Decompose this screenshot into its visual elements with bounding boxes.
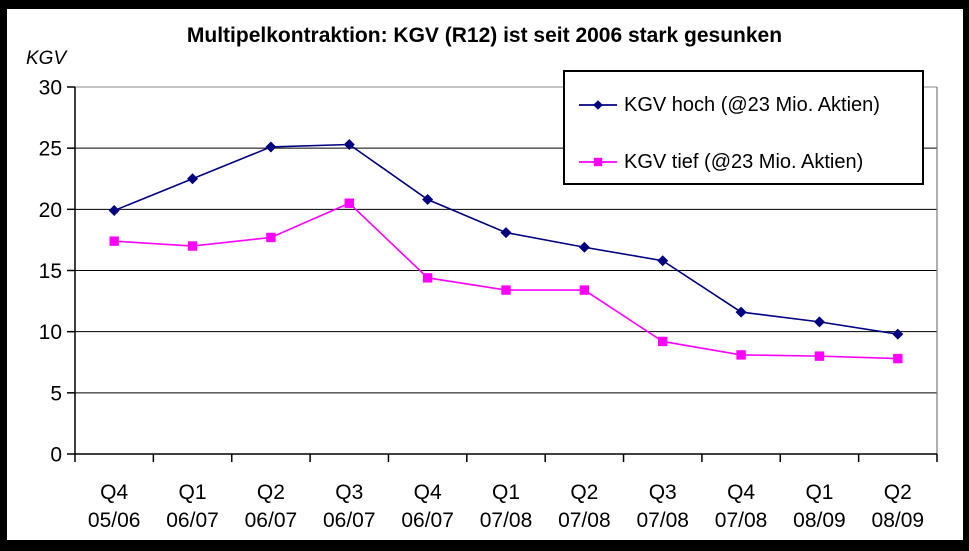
line-diamond-marker-icon [579, 100, 617, 110]
data-point-diamond [657, 255, 669, 267]
x-tick-label-quarter: Q3 [335, 481, 363, 504]
line-square-marker-icon [579, 157, 617, 167]
legend-entry-kgv-hoch: KGV hoch (@23 Mio. Aktien) [578, 94, 880, 116]
data-point-square [187, 241, 198, 251]
x-tick-label-year: 08/09 [793, 509, 846, 532]
x-tick-label-year: 06/07 [245, 509, 298, 532]
x-tick-label-quarter: Q1 [179, 481, 207, 504]
data-point-square [736, 350, 746, 360]
chart-title: Multipelkontraktion: KGV (R12) ist seit … [186, 24, 783, 47]
data-point-diamond [265, 141, 277, 153]
legend: KGV hoch (@23 Mio. Aktien) KGV tief (@23… [563, 70, 924, 185]
x-tick-label-year: 07/08 [715, 509, 768, 532]
x-tick-label-year: 08/09 [872, 509, 925, 532]
x-tick-label-year: 06/07 [401, 509, 454, 532]
series-line-kgv-tief [114, 202, 898, 360]
data-point-diamond [500, 227, 512, 239]
data-point-square [344, 198, 354, 208]
y-tick-label: 25 [39, 138, 62, 161]
data-point-square [501, 285, 511, 295]
data-point-square [422, 273, 433, 283]
data-point-square [814, 351, 825, 361]
y-axis-label: KGV [26, 48, 67, 69]
x-tick-label-quarter: Q4 [100, 481, 128, 504]
data-point-diamond [108, 205, 120, 217]
x-tick-label-quarter: Q3 [649, 481, 677, 504]
data-point-diamond [578, 241, 590, 253]
y-tick-label: 5 [50, 382, 62, 405]
x-tick-label-quarter: Q1 [805, 481, 833, 504]
x-tick-label-quarter: Q2 [884, 481, 912, 504]
data-point-diamond [187, 173, 199, 185]
x-tick-label-year: 07/08 [480, 509, 533, 532]
legend-label-kgv-hoch: KGV hoch (@23 Mio. Aktien) [624, 93, 880, 116]
data-point-diamond [422, 194, 434, 206]
x-tick-label-quarter: Q2 [257, 481, 285, 504]
data-point-diamond [892, 328, 904, 340]
data-point-square [658, 336, 668, 347]
x-tick-label-quarter: Q1 [492, 481, 520, 504]
x-tick-label-year: 07/08 [636, 509, 689, 532]
x-tick-label-quarter: Q4 [727, 481, 755, 504]
x-tick-label-quarter: Q4 [414, 481, 442, 504]
data-point-square [109, 236, 119, 246]
x-tick-label-quarter: Q2 [570, 481, 598, 504]
y-tick-label: 0 [50, 444, 62, 467]
data-point-square [266, 232, 276, 243]
x-tick-label-year: 05/06 [88, 509, 141, 532]
y-tick-label: 10 [39, 321, 62, 344]
y-tick-label: 30 [39, 77, 62, 100]
x-tick-label-year: 07/08 [558, 509, 611, 532]
legend-label-kgv-tief: KGV tief (@23 Mio. Aktien) [624, 150, 864, 173]
data-point-square [579, 285, 590, 295]
data-point-square [893, 353, 903, 364]
y-tick-label: 20 [39, 199, 62, 222]
data-point-diamond [343, 138, 355, 150]
y-tick-label: 15 [39, 260, 62, 283]
legend-entry-kgv-tief: KGV tief (@23 Mio. Aktien) [578, 151, 863, 173]
data-point-diamond [735, 306, 747, 318]
x-tick-label-year: 06/07 [166, 509, 219, 532]
x-tick-label-year: 06/07 [323, 509, 376, 532]
data-point-diamond [813, 316, 825, 328]
